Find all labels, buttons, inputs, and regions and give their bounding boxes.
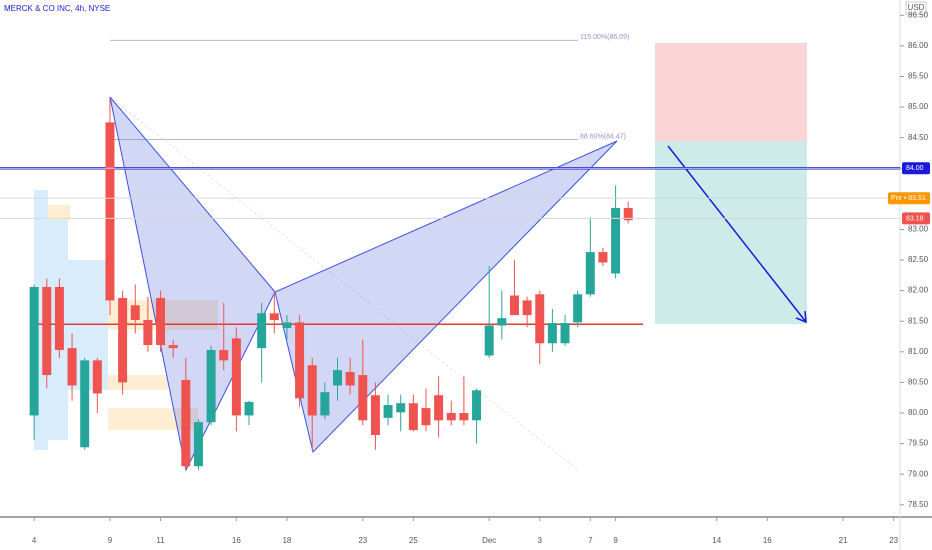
candle-body bbox=[92, 360, 102, 394]
candle-body bbox=[484, 325, 494, 356]
candle-body bbox=[497, 318, 507, 326]
price-tag-label: 83.18 bbox=[906, 215, 924, 222]
candle-body bbox=[421, 408, 431, 426]
profile-bar bbox=[48, 205, 70, 220]
x-tick-label: 4 bbox=[32, 536, 37, 545]
x-tick-label: 25 bbox=[409, 536, 418, 545]
currency-box bbox=[905, 1, 927, 15]
fib-label: 88.60%(84.47) bbox=[580, 133, 626, 140]
y-tick-label: 82.00 bbox=[908, 286, 929, 295]
candle-body bbox=[206, 349, 216, 423]
x-tick-label: 3 bbox=[538, 536, 543, 545]
x-tick-label: 18 bbox=[282, 536, 291, 545]
candle-body bbox=[358, 375, 368, 421]
chart-title: MERCK & CO INC, 4h, NYSE bbox=[4, 4, 110, 13]
price-tag bbox=[902, 162, 930, 175]
candle-body bbox=[143, 319, 153, 346]
fib-label: 115.00%(86.09) bbox=[580, 34, 629, 41]
y-tick-label: 84.50 bbox=[908, 133, 929, 142]
pattern-leg bbox=[109, 96, 276, 472]
price-tag bbox=[888, 192, 930, 205]
target-zone bbox=[655, 141, 807, 324]
y-tick-label: 80.50 bbox=[908, 378, 929, 387]
candle-body bbox=[320, 392, 330, 416]
price-tag-label: Pre • 83.51 bbox=[891, 195, 926, 202]
candle-body bbox=[547, 323, 557, 344]
candle-body bbox=[434, 395, 444, 421]
x-tick-label: 16 bbox=[763, 536, 772, 545]
x-tick-label: 9 bbox=[108, 536, 113, 545]
y-tick-label: 80.00 bbox=[908, 408, 929, 417]
candle-body bbox=[130, 305, 140, 320]
y-tick-label: 79.50 bbox=[908, 439, 929, 448]
candle-body bbox=[370, 395, 380, 436]
candle-body bbox=[598, 252, 608, 263]
candle-body bbox=[522, 300, 532, 316]
candle-body bbox=[446, 412, 456, 421]
x-tick-label: 11 bbox=[156, 536, 165, 545]
candle-body bbox=[472, 390, 482, 421]
candle-body bbox=[383, 405, 393, 418]
candle-body bbox=[244, 401, 254, 416]
candle-body bbox=[282, 322, 292, 328]
candle-body bbox=[193, 422, 203, 467]
price-tag bbox=[902, 212, 930, 225]
candle-body bbox=[54, 286, 64, 350]
candle-body bbox=[118, 297, 128, 383]
x-tick-label: 23 bbox=[889, 536, 898, 545]
candle-body bbox=[396, 403, 406, 413]
candle-body bbox=[459, 412, 469, 421]
candle-body bbox=[231, 338, 241, 416]
arrow-head bbox=[795, 310, 807, 324]
y-tick-label: 85.50 bbox=[908, 72, 929, 81]
y-tick-label: 78.50 bbox=[908, 500, 929, 509]
x-tick-label: 23 bbox=[358, 536, 367, 545]
y-tick-label: 86.00 bbox=[908, 41, 929, 50]
stop-zone bbox=[655, 43, 807, 141]
x-tick-label: 9 bbox=[613, 536, 618, 545]
candle-body bbox=[67, 348, 77, 386]
candle-body bbox=[509, 295, 519, 316]
candle-body bbox=[333, 370, 342, 386]
profile-bar bbox=[108, 375, 168, 390]
candle-body bbox=[560, 323, 570, 344]
candle-body bbox=[535, 294, 545, 344]
candle-body bbox=[219, 349, 229, 361]
candle-body bbox=[168, 345, 178, 349]
y-tick-label: 81.00 bbox=[908, 347, 929, 356]
profile-bar bbox=[108, 408, 198, 430]
arrow-line bbox=[667, 145, 807, 323]
candle-body bbox=[585, 252, 595, 295]
y-tick-label: 83.00 bbox=[908, 225, 929, 234]
x-tick-label: 14 bbox=[712, 536, 721, 545]
candle-body bbox=[257, 313, 267, 349]
x-tick-label: Dec bbox=[482, 536, 496, 545]
y-tick-label: 82.50 bbox=[908, 255, 929, 264]
candle-body bbox=[307, 365, 317, 416]
currency: USD bbox=[908, 3, 925, 12]
y-tick-label: 86.50 bbox=[908, 10, 929, 19]
price-tag-label: 84.00 bbox=[906, 165, 924, 172]
candle-body bbox=[345, 371, 355, 386]
y-tick-label: 85.00 bbox=[908, 102, 929, 111]
y-tick-label: 81.50 bbox=[908, 316, 929, 325]
candle-body bbox=[80, 360, 90, 448]
candle-body bbox=[181, 379, 191, 467]
candle-body bbox=[408, 403, 418, 431]
candle-body bbox=[573, 294, 583, 323]
candle-body bbox=[42, 286, 52, 376]
candle-body bbox=[295, 322, 305, 399]
y-tick-label: 79.00 bbox=[908, 469, 929, 478]
x-tick-label: 16 bbox=[232, 536, 241, 545]
x-tick-label: 7 bbox=[588, 536, 593, 545]
candle-body bbox=[611, 208, 621, 274]
candle-body bbox=[156, 297, 166, 346]
x-tick-label: 21 bbox=[839, 536, 848, 545]
candle-body bbox=[29, 286, 39, 416]
candle-body bbox=[269, 313, 279, 320]
candle-body bbox=[623, 208, 633, 221]
candle-body bbox=[105, 122, 115, 301]
